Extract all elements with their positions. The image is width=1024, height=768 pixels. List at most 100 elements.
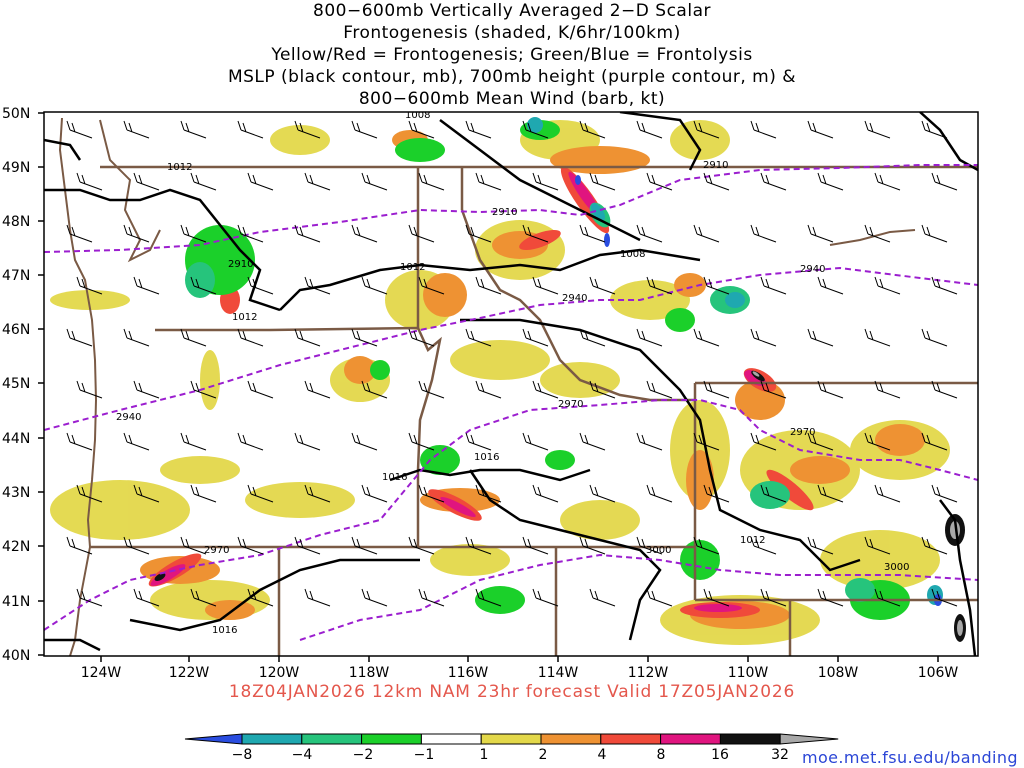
lon-label: 118W bbox=[349, 665, 390, 681]
latitude-axis: 50N 49N 48N 47N 46N 45N 44N 43N 42N 41N … bbox=[2, 106, 44, 664]
wind-barb bbox=[874, 276, 901, 295]
wind-barb bbox=[247, 484, 274, 503]
wind-barb bbox=[66, 432, 93, 451]
wind-barb bbox=[693, 536, 720, 555]
wind-barb bbox=[237, 224, 264, 243]
wind-barb bbox=[408, 432, 435, 451]
wind-barb bbox=[294, 328, 321, 347]
lat-label: 49N bbox=[2, 160, 30, 176]
wind-barb bbox=[864, 536, 891, 555]
longitude-axis: 124W 122W 120W 118W 116W 114W 112W 110W … bbox=[81, 656, 958, 681]
lat-label: 48N bbox=[2, 214, 30, 230]
mslp-label: 1012 bbox=[740, 535, 765, 546]
wind-barb bbox=[760, 484, 787, 503]
title-line-4: MSLP (black contour, mb), 700mb height (… bbox=[227, 67, 797, 87]
lon-label: 122W bbox=[169, 665, 210, 681]
colorbar-label: 32 bbox=[771, 747, 789, 763]
wind-barb bbox=[76, 588, 103, 607]
wind-barb bbox=[475, 484, 502, 503]
lat-label: 46N bbox=[2, 322, 30, 338]
mslp-label: 1012 bbox=[232, 312, 257, 323]
colorbar-label: 16 bbox=[711, 747, 729, 763]
wind-barb bbox=[76, 484, 103, 503]
wind-barb bbox=[817, 380, 844, 399]
wind-barb bbox=[750, 328, 777, 347]
source-credit: moe.met.fsu.edu/banding bbox=[801, 748, 1018, 767]
wind-barb bbox=[190, 172, 217, 191]
wind-barb bbox=[294, 224, 321, 243]
wind-barb bbox=[351, 328, 378, 347]
wind-barb bbox=[123, 432, 150, 451]
wind-barb bbox=[807, 536, 834, 555]
wind-barb bbox=[66, 328, 93, 347]
wind-barb bbox=[693, 432, 720, 451]
title-line-2: Frontogenesis (shaded, K/6hr/100km) bbox=[343, 23, 681, 43]
wind-barb bbox=[304, 380, 331, 399]
wind-barb bbox=[807, 432, 834, 451]
height-label: 3000 bbox=[646, 545, 671, 556]
wind-barb bbox=[361, 588, 388, 607]
lat-label: 44N bbox=[2, 431, 30, 447]
wind-barb bbox=[874, 172, 901, 191]
colorbar-label: −4 bbox=[292, 747, 313, 763]
wind-barb bbox=[475, 588, 502, 607]
wind-barb bbox=[931, 380, 958, 399]
colorbar-label: 4 bbox=[598, 747, 607, 763]
wind-barb bbox=[351, 120, 378, 139]
lon-label: 108W bbox=[818, 665, 859, 681]
colorbar-segment bbox=[361, 733, 422, 745]
wind-barb bbox=[361, 276, 388, 295]
wind-barb bbox=[589, 276, 616, 295]
mslp-label: 1008 bbox=[405, 110, 430, 121]
colorbar-segment bbox=[719, 733, 781, 745]
wind-barb bbox=[931, 276, 958, 295]
wind-barb bbox=[864, 432, 891, 451]
forecast-valid-time: 18Z04JAN2026 12km NAM 23hr forecast Vali… bbox=[228, 682, 796, 702]
wind-barb bbox=[693, 120, 720, 139]
height-label: 3000 bbox=[884, 562, 909, 573]
wind-barb bbox=[921, 120, 948, 139]
wind-barb bbox=[522, 224, 549, 243]
wind-barb bbox=[190, 380, 217, 399]
wind-barb bbox=[475, 276, 502, 295]
wind-barb bbox=[532, 276, 559, 295]
wind-barb bbox=[750, 120, 777, 139]
wind-barb bbox=[76, 276, 103, 295]
mslp-label: 1012 bbox=[167, 162, 192, 173]
wind-barb bbox=[703, 276, 730, 295]
height-label: 2910 bbox=[703, 160, 728, 171]
map-frame bbox=[43, 111, 979, 657]
wind-barb bbox=[760, 276, 787, 295]
wind-barb bbox=[807, 120, 834, 139]
wind-barb bbox=[703, 588, 730, 607]
colorbar-label: −1 bbox=[414, 747, 435, 763]
wind-barb bbox=[921, 432, 948, 451]
lat-label: 43N bbox=[2, 485, 30, 501]
height-label: 2970 bbox=[204, 545, 229, 556]
wind-barb bbox=[921, 536, 948, 555]
wind-barb bbox=[703, 484, 730, 503]
wind-barb bbox=[522, 432, 549, 451]
colorbar-label: 2 bbox=[539, 747, 548, 763]
wind-barb bbox=[76, 172, 103, 191]
wind-barb bbox=[931, 172, 958, 191]
lon-label: 120W bbox=[259, 665, 300, 681]
colorbar-right-arrow bbox=[779, 733, 839, 745]
mslp-label: 1016 bbox=[382, 472, 407, 483]
wind-barb bbox=[66, 120, 93, 139]
lat-label: 41N bbox=[2, 594, 30, 610]
wind-barb bbox=[418, 276, 445, 295]
colorbar-segment bbox=[241, 733, 303, 745]
wind-barb bbox=[361, 380, 388, 399]
wind-barb bbox=[760, 172, 787, 191]
wind-barb bbox=[475, 380, 502, 399]
wind-barb bbox=[133, 276, 160, 295]
colorbar-labels: −8 −4 −2 −1 1 2 4 8 16 32 bbox=[232, 747, 789, 763]
height-label: 2970 bbox=[790, 427, 815, 438]
wind-barb bbox=[123, 328, 150, 347]
wind-barb bbox=[304, 588, 331, 607]
wind-barb bbox=[646, 380, 673, 399]
wind-barb bbox=[123, 120, 150, 139]
wind-barb bbox=[123, 536, 150, 555]
colorbar-segment bbox=[301, 733, 363, 745]
